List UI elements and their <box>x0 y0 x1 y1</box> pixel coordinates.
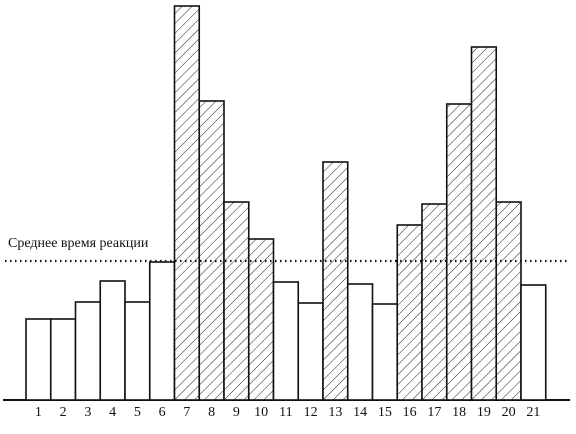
x-tick-label: 16 <box>403 405 417 420</box>
x-tick-label: 21 <box>526 405 540 420</box>
x-tick-label: 5 <box>134 405 141 420</box>
bar <box>74 301 102 401</box>
bar <box>322 161 349 401</box>
bar <box>198 100 225 401</box>
x-tick-label: 8 <box>208 405 215 420</box>
x-tick-label: 10 <box>254 405 268 420</box>
x-tick-label: 13 <box>328 405 342 420</box>
bar <box>124 301 151 401</box>
bar <box>148 261 176 401</box>
x-tick-label: 18 <box>452 405 466 420</box>
x-tick-label: 20 <box>502 405 516 420</box>
x-tick-label: 9 <box>233 405 240 420</box>
bar <box>49 318 77 401</box>
bar <box>297 302 324 401</box>
x-tick-label: 12 <box>304 405 318 420</box>
x-tick-label: 11 <box>279 405 292 420</box>
bar <box>173 5 201 401</box>
x-tick-label: 7 <box>183 405 190 420</box>
bar <box>346 283 374 401</box>
bar <box>25 318 52 401</box>
x-tick-label: 2 <box>60 405 67 420</box>
bar <box>421 203 448 401</box>
x-tick-label: 4 <box>109 405 116 420</box>
bar <box>396 224 423 401</box>
x-tick-label: 6 <box>159 405 166 420</box>
bar <box>247 238 275 401</box>
bar <box>445 103 473 401</box>
x-tick-label: 14 <box>353 405 367 420</box>
mean-label: Среднее время реакции <box>8 236 149 251</box>
bar <box>223 201 250 401</box>
bar <box>495 201 522 401</box>
x-tick-label: 17 <box>427 405 441 420</box>
bar <box>272 281 300 401</box>
bar <box>470 46 498 401</box>
bar <box>371 303 399 401</box>
bar <box>99 280 126 401</box>
x-tick-label: 19 <box>477 405 491 420</box>
bar <box>520 284 547 401</box>
x-tick-label: 3 <box>84 405 91 420</box>
x-tick-label: 1 <box>35 405 42 420</box>
x-tick-label: 15 <box>378 405 392 420</box>
